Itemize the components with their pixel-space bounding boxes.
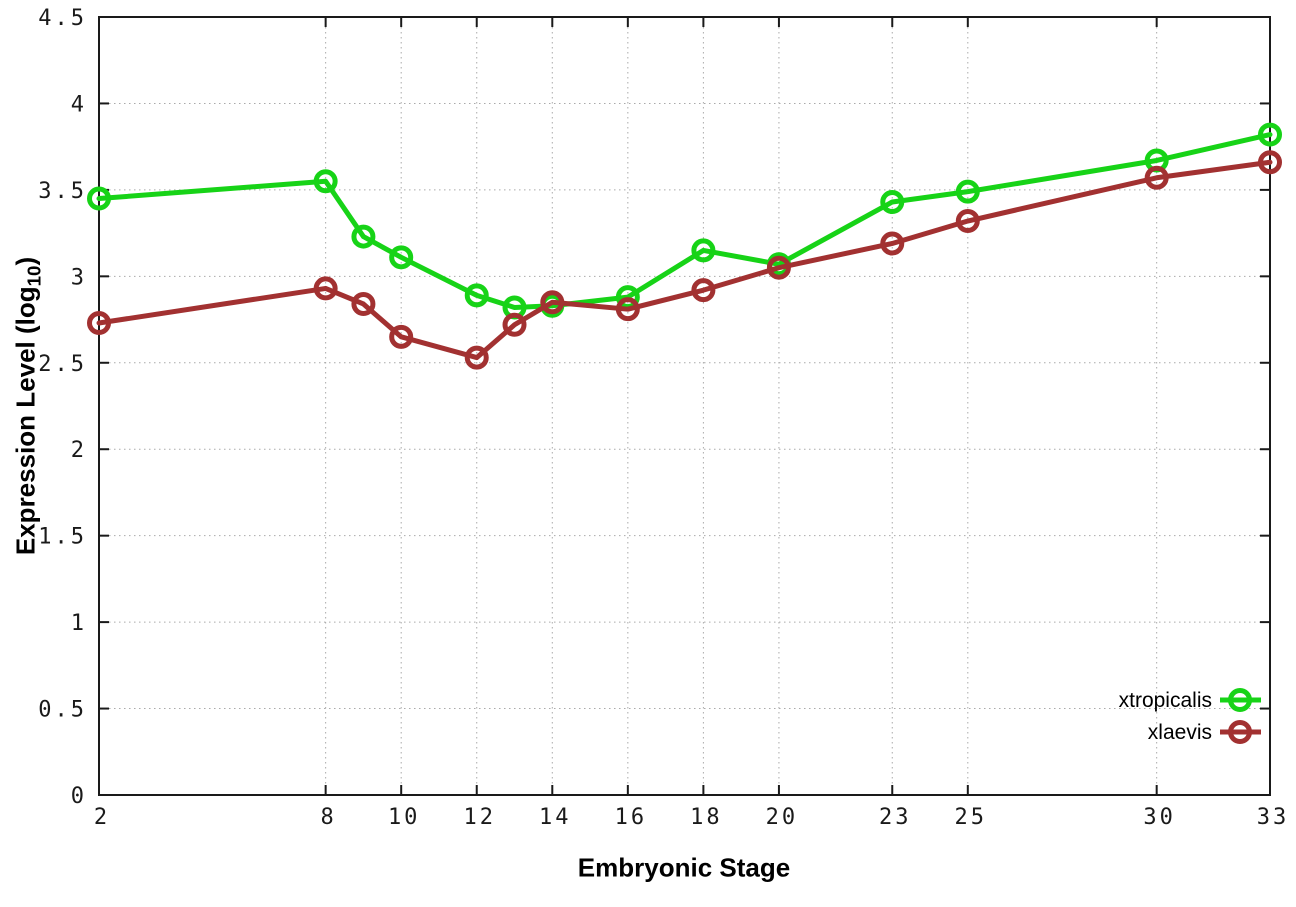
x-tick-label: 25 <box>955 805 988 830</box>
data-point-marker-xtropicalis <box>464 283 489 308</box>
x-tick-label: 10 <box>388 805 421 830</box>
data-point-marker-xlaevis <box>955 209 980 234</box>
y-axis-title-text: Expression Level (log <box>10 286 41 556</box>
data-point-marker-xtropicalis <box>1258 122 1282 147</box>
x-tick-label: 18 <box>690 805 723 830</box>
y-tick-label: 2.5 <box>38 352 87 377</box>
data-point-marker-xlaevis <box>389 324 414 349</box>
data-point-marker-xtropicalis <box>955 179 980 204</box>
x-tick-label: 2 <box>94 805 110 830</box>
data-point-marker-xtropicalis <box>313 169 338 194</box>
data-point-marker-xtropicalis <box>880 189 905 214</box>
data-point-marker-xlaevis <box>540 290 565 315</box>
legend-label-xtropicalis: xtropicalis <box>1119 689 1212 712</box>
data-point-marker-xlaevis <box>502 312 527 337</box>
x-tick-label: 16 <box>615 805 648 830</box>
y-tick-label: 1 <box>71 611 87 636</box>
data-point-marker-xtropicalis <box>615 285 640 310</box>
y-axis-title: Expression Level (log10) <box>10 257 45 555</box>
y-tick-label: 2 <box>71 438 87 463</box>
data-point-marker-xlaevis <box>766 255 791 280</box>
y-axis-title-suffix: ) <box>10 256 41 266</box>
legend-label-xlaevis: xlaevis <box>1148 721 1212 744</box>
y-tick-label: 3 <box>71 265 87 290</box>
x-tick-label: 30 <box>1143 805 1176 830</box>
data-point-marker-xtropicalis <box>691 238 716 263</box>
legend-sample-marker-xtropicalis <box>1228 688 1252 712</box>
data-point-marker-xtropicalis <box>389 245 414 270</box>
legend-sample-marker-xlaevis <box>1228 720 1252 744</box>
x-tick-label: 14 <box>539 805 572 830</box>
data-point-marker-xlaevis <box>1144 165 1169 190</box>
x-tick-label: 33 <box>1257 805 1290 830</box>
y-tick-label: 0.5 <box>38 698 87 723</box>
y-tick-label: 4.5 <box>38 6 87 31</box>
y-tick-label: 1.5 <box>38 525 87 550</box>
data-point-marker-xlaevis <box>880 231 905 256</box>
y-tick-label: 4 <box>71 92 87 117</box>
data-point-marker-xlaevis <box>87 311 111 336</box>
data-point-marker-xtropicalis <box>351 224 376 249</box>
data-point-marker-xlaevis <box>351 291 376 316</box>
y-tick-label: 0 <box>71 784 87 809</box>
series-line-xtropicalis <box>96 132 1273 310</box>
plot-border <box>98 16 1271 796</box>
data-point-marker-xlaevis <box>313 276 338 301</box>
x-tick-label: 12 <box>463 805 496 830</box>
x-tick-label: 20 <box>766 805 799 830</box>
data-point-marker-xlaevis <box>1258 150 1282 175</box>
data-point-marker-xlaevis <box>615 297 640 322</box>
x-axis-title: Embryonic Stage <box>577 852 791 883</box>
x-tick-label: 23 <box>879 805 912 830</box>
y-tick-label: 3.5 <box>38 179 87 204</box>
data-point-marker-xtropicalis <box>87 186 111 211</box>
data-point-marker-xlaevis <box>691 278 716 303</box>
y-axis-title-subscript: 10 <box>23 265 45 287</box>
data-point-marker-xlaevis <box>464 345 489 370</box>
x-tick-label: 8 <box>321 805 337 830</box>
